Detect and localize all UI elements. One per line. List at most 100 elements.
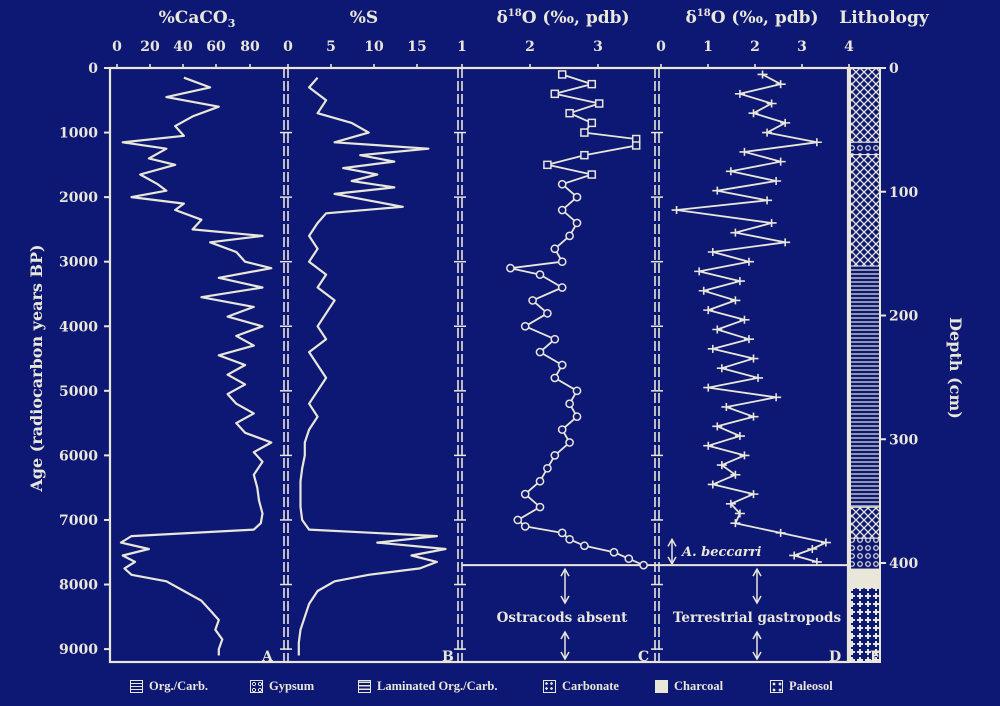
data-point xyxy=(550,373,560,383)
data-point-cross xyxy=(716,461,727,470)
ostracods-absent-label: Ostracods absent xyxy=(497,610,629,626)
legend-gypsum: Gypsum xyxy=(250,675,314,697)
x-tick-label: 3 xyxy=(797,39,807,55)
data-point-cross xyxy=(753,373,764,382)
data-point-cross xyxy=(707,344,718,353)
data-point-square xyxy=(580,150,589,160)
x-tick-label: 20 xyxy=(140,39,160,55)
data-point xyxy=(565,438,574,447)
age-tick-label: 6000 xyxy=(59,448,98,464)
data-point xyxy=(520,321,530,331)
data-point xyxy=(543,463,552,473)
data-point-cross xyxy=(712,325,723,334)
x-tick-label: 10 xyxy=(364,39,384,55)
lithology-unit-laminated xyxy=(849,265,881,508)
data-point-square xyxy=(557,70,567,79)
lithology-unit-gypsum xyxy=(849,141,881,156)
x-tick-label: 15 xyxy=(407,39,426,55)
data-point xyxy=(535,502,545,512)
data-point xyxy=(520,489,530,499)
series-line-panel-a xyxy=(119,76,273,656)
data-point xyxy=(550,244,560,254)
data-point-cross xyxy=(748,412,759,421)
data-point-square xyxy=(587,79,597,89)
x-tick-label: 4 xyxy=(844,39,854,55)
data-point xyxy=(572,412,582,422)
data-point-cross xyxy=(766,218,777,227)
data-point-cross xyxy=(748,490,759,499)
data-point-cross xyxy=(725,167,736,176)
data-point-cross xyxy=(725,499,736,508)
legend-label: Laminated Org./Carb. xyxy=(377,678,498,693)
gastropods-label: Terrestrial gastropods xyxy=(673,610,842,626)
age-tick-label: 7000 xyxy=(59,513,98,529)
legend-label: Org./Carb. xyxy=(149,678,209,693)
x-tick-label: 0 xyxy=(112,39,122,55)
lithology-unit-carbonate xyxy=(849,67,881,143)
data-point-cross xyxy=(712,422,723,431)
data-point xyxy=(528,296,537,305)
data-point xyxy=(572,218,582,228)
depth-axis-title: Depth (cm) xyxy=(946,317,965,419)
data-point-cross xyxy=(748,109,759,118)
data-point xyxy=(557,205,567,215)
data-point-square xyxy=(580,128,589,137)
x-tick-label: 80 xyxy=(240,39,260,55)
age-tick-label: 9000 xyxy=(59,642,98,658)
data-point xyxy=(609,547,619,557)
age-tick-label: 8000 xyxy=(59,578,98,594)
data-point-cross xyxy=(775,528,786,537)
data-point xyxy=(535,347,545,357)
panel-c-title: δ18O (‰, pdb) xyxy=(496,8,629,28)
x-tick-label: 0 xyxy=(283,39,293,55)
depth-tick-label: 300 xyxy=(889,432,918,448)
laminated-swatch xyxy=(358,679,371,693)
data-point-cross xyxy=(703,383,714,392)
legend-org-carb: Org./Carb. xyxy=(130,675,208,697)
age-tick-label: 1000 xyxy=(59,126,98,142)
x-tick-label: 2 xyxy=(750,39,760,55)
charcoal-swatch xyxy=(655,679,668,693)
data-point-cross xyxy=(771,176,782,185)
age-tick-label: 3000 xyxy=(59,255,98,271)
data-point-cross xyxy=(730,296,741,305)
data-point xyxy=(557,283,567,292)
data-point-cross xyxy=(757,70,768,79)
data-point-square xyxy=(587,170,597,179)
legend-label: Carbonate xyxy=(562,678,619,693)
gastropods-arrow-bottom-head-down xyxy=(752,651,762,661)
ostracods-arrow-bottom-head-up xyxy=(560,630,570,640)
data-point-cross xyxy=(762,128,773,137)
data-point-square xyxy=(587,118,597,128)
gastropods-arrow-bottom-head-up xyxy=(752,630,762,640)
data-point xyxy=(565,399,574,409)
panel-a-title: %CaCO3 xyxy=(159,8,236,30)
depth-tick-label: 200 xyxy=(889,309,918,325)
data-point-cross xyxy=(734,509,745,518)
data-point-cross xyxy=(698,286,709,295)
carbonate-swatch xyxy=(543,679,556,693)
data-point-cross xyxy=(703,306,714,315)
paleosol-swatch xyxy=(770,679,783,693)
data-point-cross xyxy=(743,257,754,266)
depth-tick-label: 100 xyxy=(889,185,918,201)
age-tick-label: 4000 xyxy=(59,319,98,335)
data-point-cross xyxy=(712,186,723,195)
legend-laminated: Laminated Org./Carb. xyxy=(358,675,497,697)
data-point-cross xyxy=(721,402,732,411)
y-axis-title: Age (radiocarbon years BP) xyxy=(27,244,46,492)
lithology-unit-carbonate xyxy=(849,506,881,539)
ostracods-arrow-top-head-down xyxy=(560,595,570,605)
data-point-cross xyxy=(694,267,705,276)
data-point-cross xyxy=(707,248,718,257)
data-point-cross xyxy=(820,538,831,547)
data-point xyxy=(572,192,582,202)
data-point-cross xyxy=(807,545,818,554)
ostracods-arrow-bottom-head-down xyxy=(560,651,570,661)
lithology-unit-carbonate xyxy=(849,154,881,267)
data-point-cross xyxy=(766,99,777,108)
data-point-cross xyxy=(780,118,791,127)
data-point xyxy=(535,476,545,486)
x-tick-label: 1 xyxy=(457,39,467,55)
depth-tick-label: 400 xyxy=(889,556,918,572)
